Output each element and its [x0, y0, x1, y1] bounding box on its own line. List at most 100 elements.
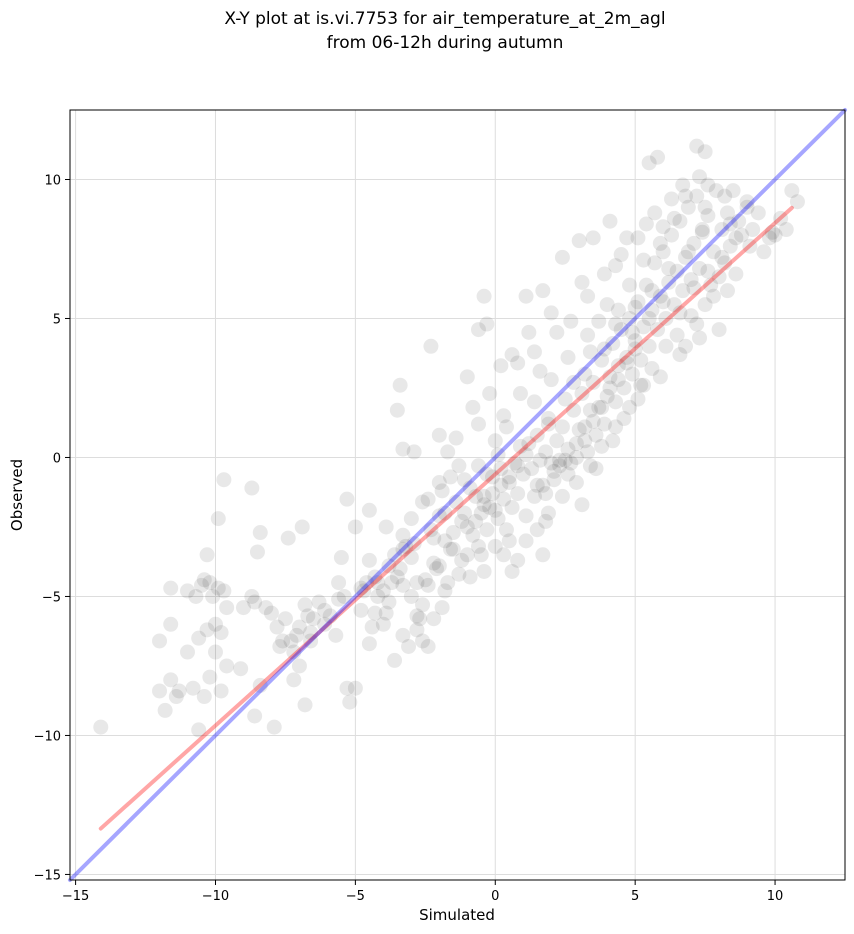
- data-point-17: [180, 583, 196, 599]
- data-point-45: [283, 633, 299, 649]
- data-point-327: [627, 341, 643, 357]
- data-point-54: [317, 602, 333, 618]
- data-point-101: [431, 508, 447, 524]
- data-point-93: [412, 611, 428, 627]
- data-point-140: [529, 427, 545, 443]
- data-point-248: [496, 547, 512, 563]
- data-point-318: [552, 458, 568, 474]
- data-point-161: [588, 427, 604, 443]
- data-point-139: [526, 488, 542, 504]
- data-point-117: [470, 538, 486, 554]
- data-point-22: [205, 588, 221, 604]
- data-point-356: [403, 588, 419, 604]
- data-point-218: [761, 230, 777, 246]
- data-point-320: [568, 449, 584, 465]
- data-point-359: [445, 525, 461, 541]
- data-point-287: [661, 260, 677, 276]
- data-point-138: [524, 461, 540, 477]
- data-point-283: [596, 341, 612, 357]
- data-point-298: [706, 288, 722, 304]
- data-point-82: [384, 575, 400, 591]
- data-point-38: [252, 525, 268, 541]
- y-axis-label: Observed: [8, 459, 26, 531]
- data-point-53: [311, 594, 327, 610]
- data-point-251: [538, 513, 554, 529]
- data-point-160: [585, 374, 601, 390]
- x-tick-label-4: 5: [631, 889, 639, 904]
- data-point-4: [168, 689, 184, 705]
- data-point-355: [361, 552, 377, 568]
- y-tick-label-4: 5: [53, 312, 61, 327]
- data-point-231: [554, 249, 570, 265]
- data-point-143: [538, 444, 554, 460]
- data-point-358: [434, 600, 450, 616]
- data-point-404: [529, 522, 545, 538]
- data-point-351: [303, 633, 319, 649]
- data-point-192: [675, 283, 691, 299]
- data-point-249: [504, 563, 520, 579]
- data-point-306: [473, 547, 489, 563]
- data-point-296: [669, 327, 685, 343]
- data-point-153: [566, 402, 582, 418]
- data-point-262: [498, 419, 514, 435]
- data-point-347: [367, 569, 383, 585]
- data-point-80: [375, 583, 391, 599]
- data-point-168: [608, 394, 624, 410]
- data-point-94: [415, 633, 431, 649]
- data-point-126: [490, 511, 506, 527]
- data-point-25: [219, 600, 235, 616]
- data-point-177: [633, 352, 649, 368]
- fit-lines: [68, 108, 847, 882]
- data-point-310: [420, 577, 436, 593]
- data-point-295: [658, 338, 674, 354]
- data-point-137: [521, 436, 537, 452]
- data-point-135: [515, 466, 531, 482]
- data-point-285: [627, 299, 643, 315]
- data-point-338: [482, 386, 498, 402]
- data-point-232: [476, 288, 492, 304]
- data-point-253: [476, 563, 492, 579]
- data-point-261: [490, 447, 506, 463]
- data-point-393: [692, 330, 708, 346]
- data-point-276: [739, 194, 755, 210]
- data-point-8: [191, 722, 207, 738]
- data-point-164: [596, 416, 612, 432]
- data-point-123: [482, 500, 498, 516]
- y-tick-label-5: 10: [44, 173, 61, 188]
- data-point-397: [622, 399, 638, 415]
- data-point-328: [493, 477, 509, 493]
- data-point-357: [420, 638, 436, 654]
- data-point-23: [210, 580, 226, 596]
- data-point-384: [582, 344, 598, 360]
- data-point-184: [652, 288, 668, 304]
- data-point-157: [577, 419, 593, 435]
- data-point-6: [180, 644, 196, 660]
- data-point-47: [289, 627, 305, 643]
- data-point-207: [717, 255, 733, 271]
- data-point-39: [244, 480, 260, 496]
- data-point-234: [479, 316, 495, 332]
- data-point-243: [465, 399, 481, 415]
- data-point-27: [207, 616, 223, 632]
- data-point-343: [415, 494, 431, 510]
- data-point-86: [395, 527, 411, 543]
- data-point-227: [697, 144, 713, 160]
- plot-frame: [69, 109, 846, 881]
- data-point-280: [540, 416, 556, 432]
- y-tick-label-1: −10: [34, 729, 61, 744]
- data-point-374: [742, 238, 758, 254]
- data-point-401: [568, 474, 584, 490]
- data-point-88: [401, 638, 417, 654]
- data-point-304: [501, 533, 517, 549]
- data-point-51: [303, 625, 319, 641]
- x-axis-label: Simulated: [419, 906, 495, 924]
- data-point-269: [622, 277, 638, 293]
- data-point-244: [493, 358, 509, 374]
- data-point-387: [655, 294, 671, 310]
- data-point-319: [560, 466, 576, 482]
- data-point-129: [498, 522, 514, 538]
- data-point-127: [493, 461, 509, 477]
- data-point-179: [638, 277, 654, 293]
- data-point-242: [459, 369, 475, 385]
- data-point-322: [585, 413, 601, 429]
